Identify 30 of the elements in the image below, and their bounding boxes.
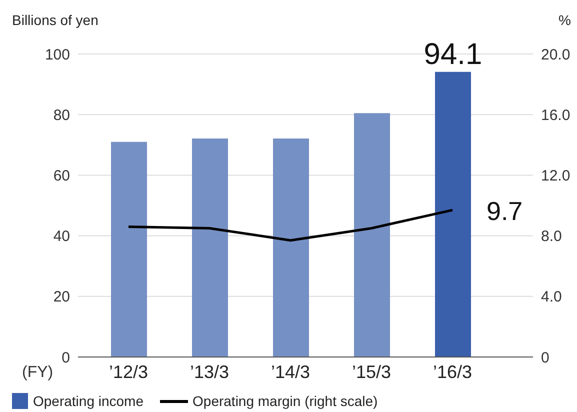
bar (111, 142, 147, 357)
bar (354, 113, 390, 357)
y2-tick-label: 16.0 (541, 106, 570, 124)
y-axis-title: Billions of yen (12, 12, 98, 28)
x-tick-label: ’14/3 (270, 362, 310, 382)
y2-tick-label: 12.0 (541, 168, 570, 185)
bar (273, 138, 309, 357)
y-tick-label: 60 (53, 168, 70, 185)
y-tick-label: 100 (44, 46, 70, 64)
x-tick-label: ’13/3 (190, 362, 230, 382)
legend-label: Operating margin (right scale) (192, 393, 378, 409)
data-label: 94.1 (424, 38, 482, 71)
data-label: 9.7 (486, 196, 523, 226)
y-tick-label: 0 (62, 349, 70, 366)
y2-tick-label: 20.0 (541, 46, 570, 64)
y2-axis-title: % (558, 12, 571, 28)
y-tick-label: 20 (53, 288, 70, 306)
y2-tick-label: 0 (541, 349, 550, 366)
y-tick-label: 40 (53, 228, 70, 246)
bar (435, 72, 471, 357)
bar (192, 138, 228, 357)
x-tick-label: ’15/3 (352, 362, 392, 382)
x-tick-label: ’16/3 (432, 362, 472, 382)
y2-tick-label: 8.0 (541, 228, 562, 246)
y2-tick-label: 4.0 (541, 288, 562, 306)
line-series (127, 208, 454, 242)
x-tick-label: ’12/3 (108, 362, 148, 382)
legend-label: Operating income (33, 393, 144, 409)
y-tick-label: 80 (53, 106, 70, 124)
x-axis-title: (FY) (22, 364, 54, 382)
